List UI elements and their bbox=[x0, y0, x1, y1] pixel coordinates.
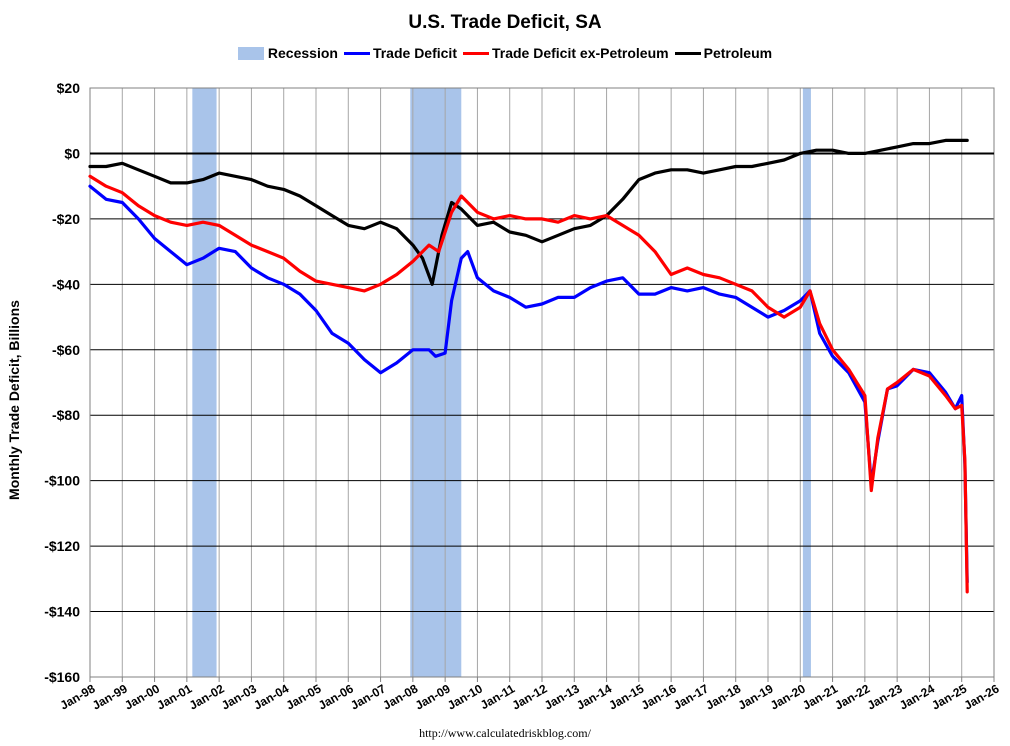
x-tick-label: Jan-05 bbox=[284, 681, 324, 712]
legend-label-recession: Recession bbox=[267, 45, 338, 61]
series-line-ex-petroleum bbox=[88, 174, 969, 594]
x-tick-label: Jan-99 bbox=[90, 681, 130, 712]
x-tick-label: Jan-02 bbox=[187, 681, 227, 712]
x-tick-label: Jan-13 bbox=[542, 681, 582, 712]
x-tick-label: Jan-18 bbox=[703, 681, 743, 712]
y-tick-label: -$20 bbox=[52, 211, 80, 227]
x-tick-label: Jan-19 bbox=[736, 681, 776, 712]
legend-item-recession: Recession bbox=[237, 45, 338, 61]
recession-band bbox=[192, 88, 217, 677]
x-tick-label: Jan-16 bbox=[639, 681, 679, 712]
x-tick-label: Jan-24 bbox=[897, 681, 937, 712]
x-tick-label: Jan-06 bbox=[316, 681, 356, 712]
y-axis-label: Monthly Trade Deficit, Billions bbox=[6, 300, 22, 500]
y-tick-label: -$60 bbox=[52, 342, 80, 358]
x-tick-label: Jan-98 bbox=[58, 681, 98, 712]
y-tick-label: -$100 bbox=[44, 473, 80, 489]
recession-band bbox=[802, 88, 811, 677]
legend-item-trade-deficit: Trade Deficit bbox=[343, 45, 457, 61]
legend-item-ex-petroleum: Trade Deficit ex-Petroleum bbox=[462, 45, 669, 61]
y-tick-label: -$120 bbox=[44, 538, 80, 554]
recession-band bbox=[410, 88, 462, 677]
x-tick-label: Jan-23 bbox=[865, 681, 905, 712]
legend-swatch-petroleum bbox=[674, 51, 701, 55]
x-tick-label: Jan-07 bbox=[348, 681, 388, 712]
legend-label-petroleum: Petroleum bbox=[703, 45, 773, 61]
legend: Recession Trade Deficit Trade Deficit ex… bbox=[0, 45, 1010, 61]
legend-item-petroleum: Petroleum bbox=[674, 45, 773, 61]
x-tick-label: Jan-00 bbox=[122, 681, 162, 712]
x-tick-label: Jan-25 bbox=[929, 681, 969, 712]
legend-label-ex-petroleum: Trade Deficit ex-Petroleum bbox=[491, 45, 669, 61]
y-tick-label: -$140 bbox=[44, 604, 80, 620]
x-tick-label: Jan-22 bbox=[832, 681, 872, 712]
chart-title: U.S. Trade Deficit, SA bbox=[408, 12, 602, 33]
x-tick-label: Jan-04 bbox=[251, 681, 291, 712]
x-tick-label: Jan-15 bbox=[606, 681, 646, 712]
x-tick-label: Jan-26 bbox=[962, 681, 1002, 712]
y-tick-label: $0 bbox=[64, 145, 80, 161]
y-tick-label: $20 bbox=[57, 80, 81, 96]
legend-swatch-recession bbox=[237, 46, 264, 60]
x-tick-label: Jan-03 bbox=[219, 681, 259, 712]
x-tick-label: Jan-14 bbox=[574, 681, 614, 712]
x-tick-label: Jan-17 bbox=[671, 681, 711, 712]
y-tick-label: -$80 bbox=[52, 407, 80, 423]
legend-swatch-trade-deficit bbox=[343, 51, 370, 55]
x-tick-label: Jan-21 bbox=[800, 681, 840, 712]
x-tick-label: Jan-08 bbox=[380, 681, 420, 712]
legend-label-trade-deficit: Trade Deficit bbox=[372, 45, 457, 61]
x-tick-label: Jan-09 bbox=[413, 681, 453, 712]
x-tick-label: Jan-10 bbox=[445, 681, 485, 712]
x-tick-label: Jan-11 bbox=[478, 681, 518, 712]
x-tick-label: Jan-01 bbox=[154, 681, 194, 712]
x-tick-label: Jan-20 bbox=[768, 681, 808, 712]
source-url: http://www.calculatedriskblog.com/ bbox=[419, 726, 591, 740]
x-tick-label: Jan-12 bbox=[510, 681, 550, 712]
y-tick-label: -$160 bbox=[44, 669, 80, 685]
series-line-petroleum bbox=[88, 138, 969, 286]
legend-swatch-ex-petroleum bbox=[462, 51, 489, 55]
y-tick-label: -$40 bbox=[52, 276, 80, 292]
